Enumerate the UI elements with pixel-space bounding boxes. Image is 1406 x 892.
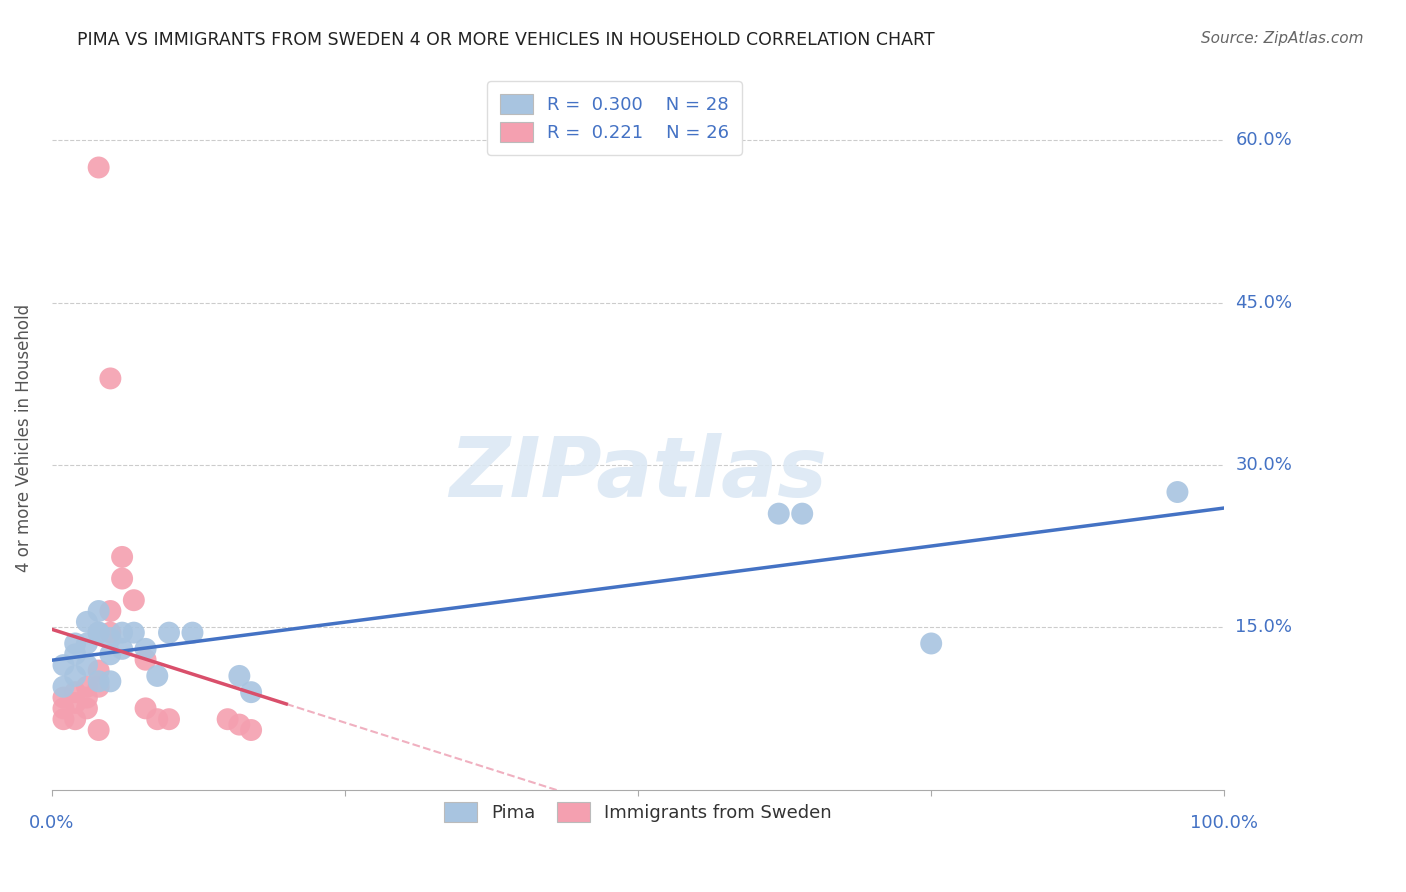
Point [100, 371, 122, 385]
Point [792, 507, 814, 521]
Point [87, 604, 110, 618]
Point [240, 685, 263, 699]
Point [135, 701, 157, 715]
Point [63, 712, 86, 726]
Point [111, 641, 134, 656]
Point [52, 658, 75, 673]
Point [63, 685, 86, 699]
Point [111, 625, 134, 640]
Point [87, 161, 110, 175]
Point [76, 615, 98, 629]
Point [111, 572, 134, 586]
Text: 100.0%: 100.0% [1191, 814, 1258, 832]
Point [76, 636, 98, 650]
Point [135, 641, 157, 656]
Point [76, 701, 98, 715]
Point [240, 723, 263, 737]
Point [228, 717, 250, 731]
Point [100, 674, 122, 689]
Text: 0.0%: 0.0% [30, 814, 75, 832]
Text: 45.0%: 45.0% [1236, 293, 1292, 311]
Text: Source: ZipAtlas.com: Source: ZipAtlas.com [1201, 31, 1364, 46]
Point [146, 669, 169, 683]
Point [920, 636, 942, 650]
Text: 30.0%: 30.0% [1236, 456, 1292, 474]
Point [63, 648, 86, 662]
Point [100, 648, 122, 662]
Point [87, 723, 110, 737]
Point [768, 507, 790, 521]
Point [122, 593, 145, 607]
Point [146, 712, 169, 726]
Text: 15.0%: 15.0% [1236, 618, 1292, 636]
Point [87, 674, 110, 689]
Point [63, 636, 86, 650]
Point [52, 712, 75, 726]
Text: 60.0%: 60.0% [1236, 131, 1292, 150]
Point [63, 669, 86, 683]
Point [76, 658, 98, 673]
Point [52, 701, 75, 715]
Point [217, 712, 239, 726]
Point [157, 625, 180, 640]
Point [100, 631, 122, 645]
Text: ZIPatlas: ZIPatlas [449, 433, 827, 514]
Point [87, 664, 110, 678]
Point [87, 680, 110, 694]
Point [1166, 485, 1188, 500]
Point [52, 680, 75, 694]
Point [135, 653, 157, 667]
Point [87, 625, 110, 640]
Point [52, 690, 75, 705]
Point [122, 625, 145, 640]
Y-axis label: 4 or more Vehicles in Household: 4 or more Vehicles in Household [15, 304, 32, 572]
Point [181, 625, 204, 640]
Point [228, 669, 250, 683]
Point [87, 625, 110, 640]
Text: PIMA VS IMMIGRANTS FROM SWEDEN 4 OR MORE VEHICLES IN HOUSEHOLD CORRELATION CHART: PIMA VS IMMIGRANTS FROM SWEDEN 4 OR MORE… [77, 31, 935, 49]
Point [157, 712, 180, 726]
Point [100, 604, 122, 618]
Legend: Pima, Immigrants from Sweden: Pima, Immigrants from Sweden [433, 792, 842, 833]
Point [111, 549, 134, 564]
Point [100, 625, 122, 640]
Point [63, 696, 86, 710]
Point [76, 680, 98, 694]
Point [76, 690, 98, 705]
